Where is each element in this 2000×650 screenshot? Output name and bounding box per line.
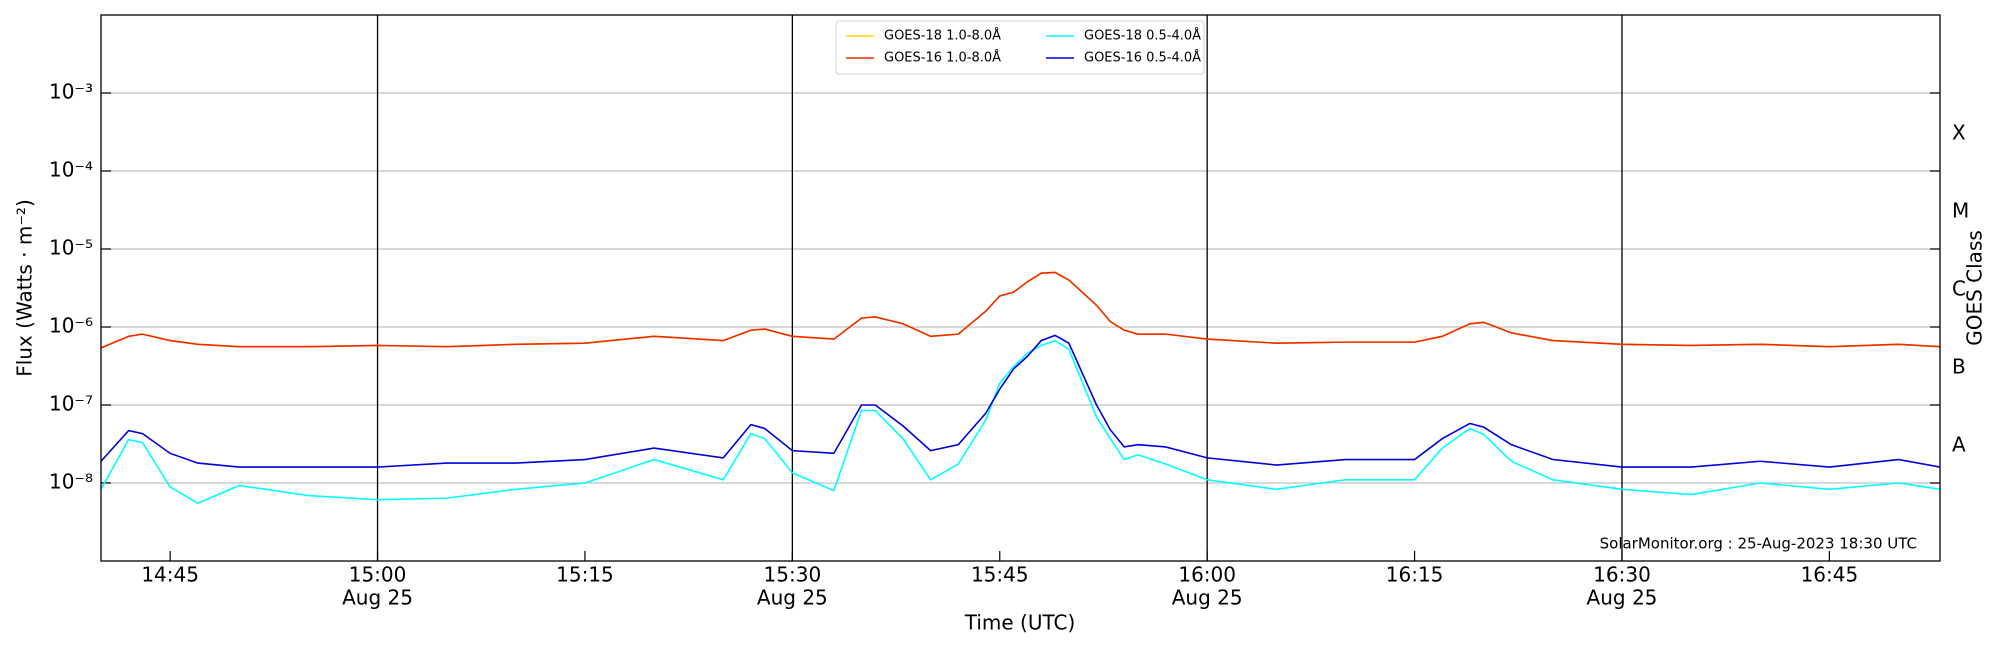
y2-tick-label: C	[1952, 276, 1966, 300]
legend-label: GOES-16 1.0-8.0Å	[884, 50, 1001, 66]
x-tick-label: 15:45	[971, 563, 1029, 587]
legend-label: GOES-18 1.0-8.0Å	[884, 28, 1001, 44]
x-tick-label: 15:30	[764, 563, 822, 587]
series-line	[100, 339, 1941, 505]
legend-label: GOES-18 0.5-4.0Å	[1084, 28, 1201, 44]
legend-label: GOES-16 0.5-4.0Å	[1084, 50, 1201, 66]
x-tick-date: Aug 25	[1587, 586, 1658, 610]
x-tick-label: 16:45	[1801, 563, 1859, 587]
y2-tick-label: A	[1952, 432, 1966, 456]
x-tick-date: Aug 25	[1172, 586, 1243, 610]
y2-axis-label: GOES Class	[1963, 230, 1987, 346]
annotation: SolarMonitor.org : 25-Aug-2023 18:30 UTC	[1600, 535, 1917, 553]
y-tick-label: 10⁻⁸	[49, 470, 93, 494]
x-tick-label: 16:15	[1386, 563, 1444, 587]
x-tick-date: Aug 25	[757, 586, 828, 610]
y2-tick-label: M	[1952, 198, 1969, 222]
x-tick-label: 14:45	[141, 563, 199, 587]
series-line	[100, 271, 1941, 349]
y2-tick-label: B	[1952, 354, 1966, 378]
y-tick-label: 10⁻⁵	[49, 236, 93, 260]
series-line	[100, 334, 1941, 468]
plot-frame	[100, 14, 1941, 562]
x-axis-label: Time (UTC)	[964, 611, 1076, 635]
y2-tick-label: X	[1952, 120, 1966, 144]
series-line	[100, 271, 1941, 349]
y-tick-label: 10⁻⁶	[49, 314, 93, 338]
legend-box	[835, 20, 1205, 75]
x-tick-label: 16:30	[1593, 563, 1651, 587]
x-tick-label: 15:15	[556, 563, 614, 587]
x-tick-label: 15:00	[349, 563, 407, 587]
y-tick-label: 10⁻⁷	[49, 392, 93, 416]
y-tick-label: 10⁻⁴	[49, 158, 93, 182]
y-tick-label: 10⁻³	[49, 80, 93, 104]
x-tick-date: Aug 25	[342, 586, 413, 610]
y-axis-label: Flux (Watts · m⁻²)	[13, 199, 37, 377]
x-tick-label: 16:00	[1178, 563, 1236, 587]
